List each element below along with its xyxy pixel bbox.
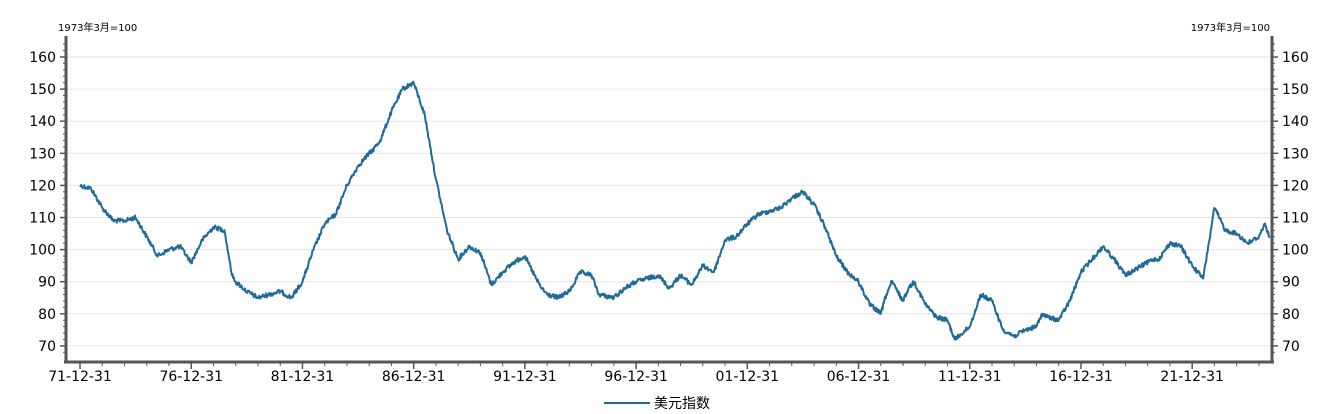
left-y-ticks: 70 80 90 100 110 120 130 140 150 160 — [29, 43, 66, 355]
x-tick-label: 91-12-31 — [493, 369, 557, 385]
left-tick-label: 120 — [29, 178, 56, 194]
legend: 美元指数 — [604, 396, 710, 412]
left-tick-label: 70 — [38, 339, 56, 355]
x-tick-label: 96-12-31 — [604, 369, 668, 385]
x-tick-label: 71-12-31 — [48, 369, 112, 385]
right-tick-label: 110 — [1282, 211, 1309, 227]
x-tick-label: 21-12-31 — [1160, 369, 1224, 385]
left-tick-label: 130 — [29, 146, 56, 162]
left-tick-label: 110 — [29, 211, 56, 227]
right-tick-label: 120 — [1282, 178, 1309, 194]
right-y-ticks: 70 80 90 100 110 120 130 140 150 160 — [1272, 43, 1309, 355]
right-tick-label: 130 — [1282, 146, 1309, 162]
left-tick-label: 100 — [29, 243, 56, 259]
series-line-dollar-index — [79, 80, 1271, 341]
right-tick-label: 80 — [1282, 307, 1300, 323]
x-tick-label: 86-12-31 — [382, 369, 446, 385]
x-tick-label: 81-12-31 — [271, 369, 335, 385]
x-tick-label: 76-12-31 — [159, 369, 223, 385]
left-tick-label: 90 — [38, 275, 56, 291]
x-tick-label: 16-12-31 — [1049, 369, 1113, 385]
x-tick-label: 11-12-31 — [938, 369, 1002, 385]
left-tick-label: 80 — [38, 307, 56, 323]
right-tick-label: 160 — [1282, 50, 1309, 66]
right-unit-label: 1973年3月=100 — [1191, 21, 1270, 34]
x-ticks: 71-12-31 76-12-31 81-12-31 86-12-31 91-12-31… — [48, 362, 1260, 385]
right-tick-label: 140 — [1282, 114, 1309, 130]
right-tick-label: 90 — [1282, 275, 1300, 291]
legend-label: 美元指数 — [654, 396, 710, 412]
left-tick-label: 140 — [29, 114, 56, 130]
left-tick-label: 150 — [29, 82, 56, 98]
right-tick-label: 100 — [1282, 243, 1309, 259]
horizontal-gridlines — [66, 56, 1272, 347]
right-tick-label: 70 — [1282, 339, 1300, 355]
left-unit-label: 1973年3月=100 — [58, 21, 137, 34]
left-tick-label: 160 — [29, 50, 56, 66]
x-tick-label: 01-12-31 — [716, 369, 780, 385]
right-tick-label: 150 — [1282, 82, 1309, 98]
x-tick-label: 06-12-31 — [827, 369, 891, 385]
